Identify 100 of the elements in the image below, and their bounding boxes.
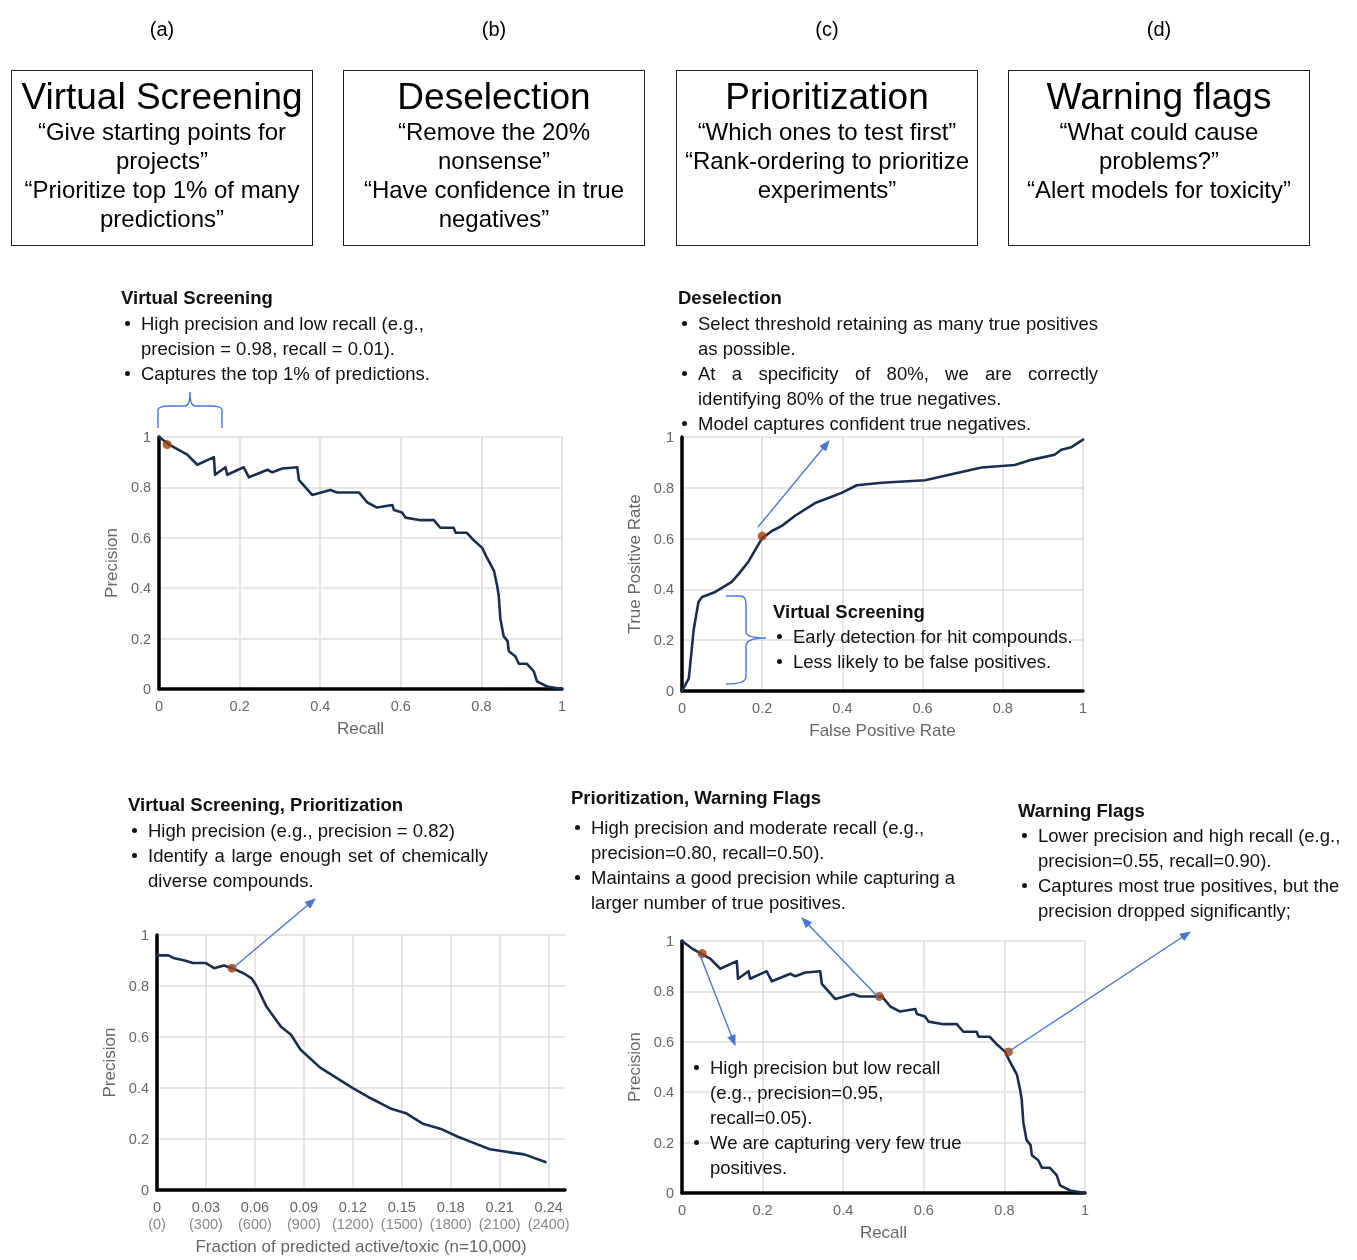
text: Captures most true positives, but the precision dropped significantly;: [1038, 875, 1340, 921]
x-tick-label: 0.2: [752, 1202, 773, 1218]
y-tick-label: 0.4: [653, 1084, 674, 1101]
x-tick-label: 0.2: [229, 698, 250, 714]
line-series: [157, 435, 564, 691]
y-tick-label: 0.8: [128, 978, 149, 995]
x-tick-label: 0.15: [387, 1199, 416, 1216]
text: Warning flags: [1045, 76, 1273, 117]
line-series: [155, 954, 547, 1164]
text: At a specificity of 80%, we are correctly identifying 80% of the true negatives.: [698, 363, 1098, 409]
x-tick-label: 0.2: [752, 700, 773, 716]
x-tick-label: 0.06: [240, 1199, 270, 1216]
text: Maintains a good precision while capturing a larger number of true positives.: [591, 867, 956, 913]
y-tick-label: 0: [142, 681, 152, 697]
text: “Prioritize top 1% of many predictions”: [23, 175, 301, 233]
y-tick-label: 0.4: [130, 580, 152, 597]
text: “Rank-ordering to prioritize experiments”: [683, 146, 971, 204]
y-tick-label: 0.2: [128, 1131, 149, 1148]
text: (b): [480, 18, 508, 41]
x-tick-label: 1: [557, 698, 567, 714]
text: “Have confidence in true negatives”: [362, 175, 626, 233]
x-tick-label: 1: [1080, 1202, 1090, 1218]
y-tick-label: 0.4: [128, 1080, 149, 1097]
text: Prioritization: [724, 76, 930, 117]
y-tick-label: 0.2: [130, 630, 152, 647]
chart-title: Virtual Screening: [121, 286, 274, 310]
annotation: Early detection for hit compounds.: [793, 626, 1073, 647]
text: High precision and moderate recall (e.g., precision=0.80, recall=0.50).: [591, 817, 925, 863]
text: Virtual Screening: [20, 76, 304, 117]
y-axis-title: Precision: [624, 1032, 644, 1102]
line-series: [680, 939, 1087, 1195]
text: Identify a large enough set of chemically diverse compounds.: [148, 845, 488, 891]
x-tick-label: 0: [677, 700, 687, 716]
y-tick-label: 0: [665, 1185, 674, 1201]
x-tick-label: 0.8: [994, 1202, 1015, 1218]
x-axis-title: Recall: [336, 718, 385, 738]
annotation: Less likely to be false positives.: [793, 651, 1052, 672]
y-tick-label: 0.2: [653, 632, 674, 649]
y-tick-label: 0.6: [128, 1029, 149, 1046]
text: (a): [148, 18, 176, 41]
x-tick-label: 0.18: [436, 1199, 465, 1216]
line-series: [680, 438, 1085, 693]
x2-tick-label: (1500): [380, 1216, 423, 1233]
x-tick-label: 0.4: [832, 700, 853, 716]
y-tick-label: 0.6: [653, 530, 674, 547]
x-tick-label: 0.21: [485, 1199, 514, 1216]
annotation: We are capturing very few true positives.: [710, 1132, 962, 1178]
x-tick-label: 0.03: [191, 1199, 221, 1216]
text: “Alert models for toxicity”: [1025, 175, 1293, 204]
y-tick-label: 0: [140, 1182, 149, 1199]
x-tick-label: 0: [155, 698, 164, 714]
x-axis-title: False Positive Rate: [809, 720, 956, 740]
x-tick-label: 0.6: [912, 700, 933, 716]
x2-tick-label: (1200): [331, 1216, 374, 1233]
text: Captures the top 1% of predictions.: [141, 363, 430, 384]
y-tick-label: 0.8: [653, 983, 674, 1000]
text: Warning Flags: [1018, 799, 1146, 823]
y-tick-label: 1: [665, 429, 674, 445]
x-tick-label: 0.24: [534, 1199, 563, 1216]
text: High precision (e.g., precision = 0.82): [148, 820, 455, 841]
x2-tick-label: (300): [189, 1216, 223, 1233]
x2-tick-label: (1800): [429, 1216, 472, 1233]
text: Lower precision and high recall (e.g., precision=0.55, recall=0.90).: [1038, 825, 1341, 871]
text: Deselection: [396, 76, 592, 117]
text: (c): [814, 18, 840, 41]
annotation: Virtual Screening: [773, 600, 926, 624]
x-tick-label: 0.8: [992, 700, 1013, 716]
y-tick-label: 0.8: [653, 479, 674, 496]
annotation: High precision but low recall (e.g., precision=0.95, recall=0.05).: [710, 1057, 941, 1128]
x-tick-label: 0.8: [471, 698, 492, 714]
y-tick-label: 1: [142, 429, 152, 445]
x-tick-label: 0: [677, 1202, 687, 1218]
y-tick-label: 1: [665, 933, 674, 949]
y-tick-label: 0.6: [653, 1033, 674, 1050]
text: “Which ones to test first”: [696, 117, 958, 146]
text: “What could cause problems?”: [1058, 117, 1260, 175]
y-tick-label: 0.2: [653, 1134, 674, 1151]
point: [874, 991, 884, 1001]
chart-title: Prioritization, Warning Flags: [571, 786, 823, 810]
y-tick-label: 0.6: [130, 529, 152, 546]
y-axis-title: True Positive Rate: [624, 494, 644, 634]
point: [697, 949, 707, 959]
x-tick-label: 1: [1078, 700, 1088, 716]
y-tick-label: 0.4: [653, 581, 674, 598]
x2-tick-label: (2100): [478, 1216, 521, 1233]
x-axis-title: Fraction of predicted active/toxic (n=10,000): [195, 1237, 527, 1256]
x-tick-label: 0.6: [913, 1202, 934, 1218]
x-axis-title: Recall: [859, 1222, 908, 1242]
chart-title: Virtual Screening, Prioritization: [128, 793, 405, 817]
x-tick-label: 0.12: [338, 1199, 367, 1216]
y-tick-label: 1: [140, 927, 149, 943]
y-tick-label: 0.8: [130, 479, 152, 496]
y-axis-title: Precision: [102, 528, 121, 598]
y-tick-label: 0: [665, 683, 674, 699]
y-axis-title: Precision: [99, 1027, 119, 1098]
text: High precision and low recall (e.g., precision = 0.98, recall = 0.01).: [141, 313, 424, 359]
x2-tick-label: (2400): [527, 1216, 570, 1233]
x2-tick-label: (0): [148, 1216, 166, 1233]
text: Model captures confident true negatives.: [698, 413, 1032, 434]
text: (d): [1145, 18, 1173, 41]
